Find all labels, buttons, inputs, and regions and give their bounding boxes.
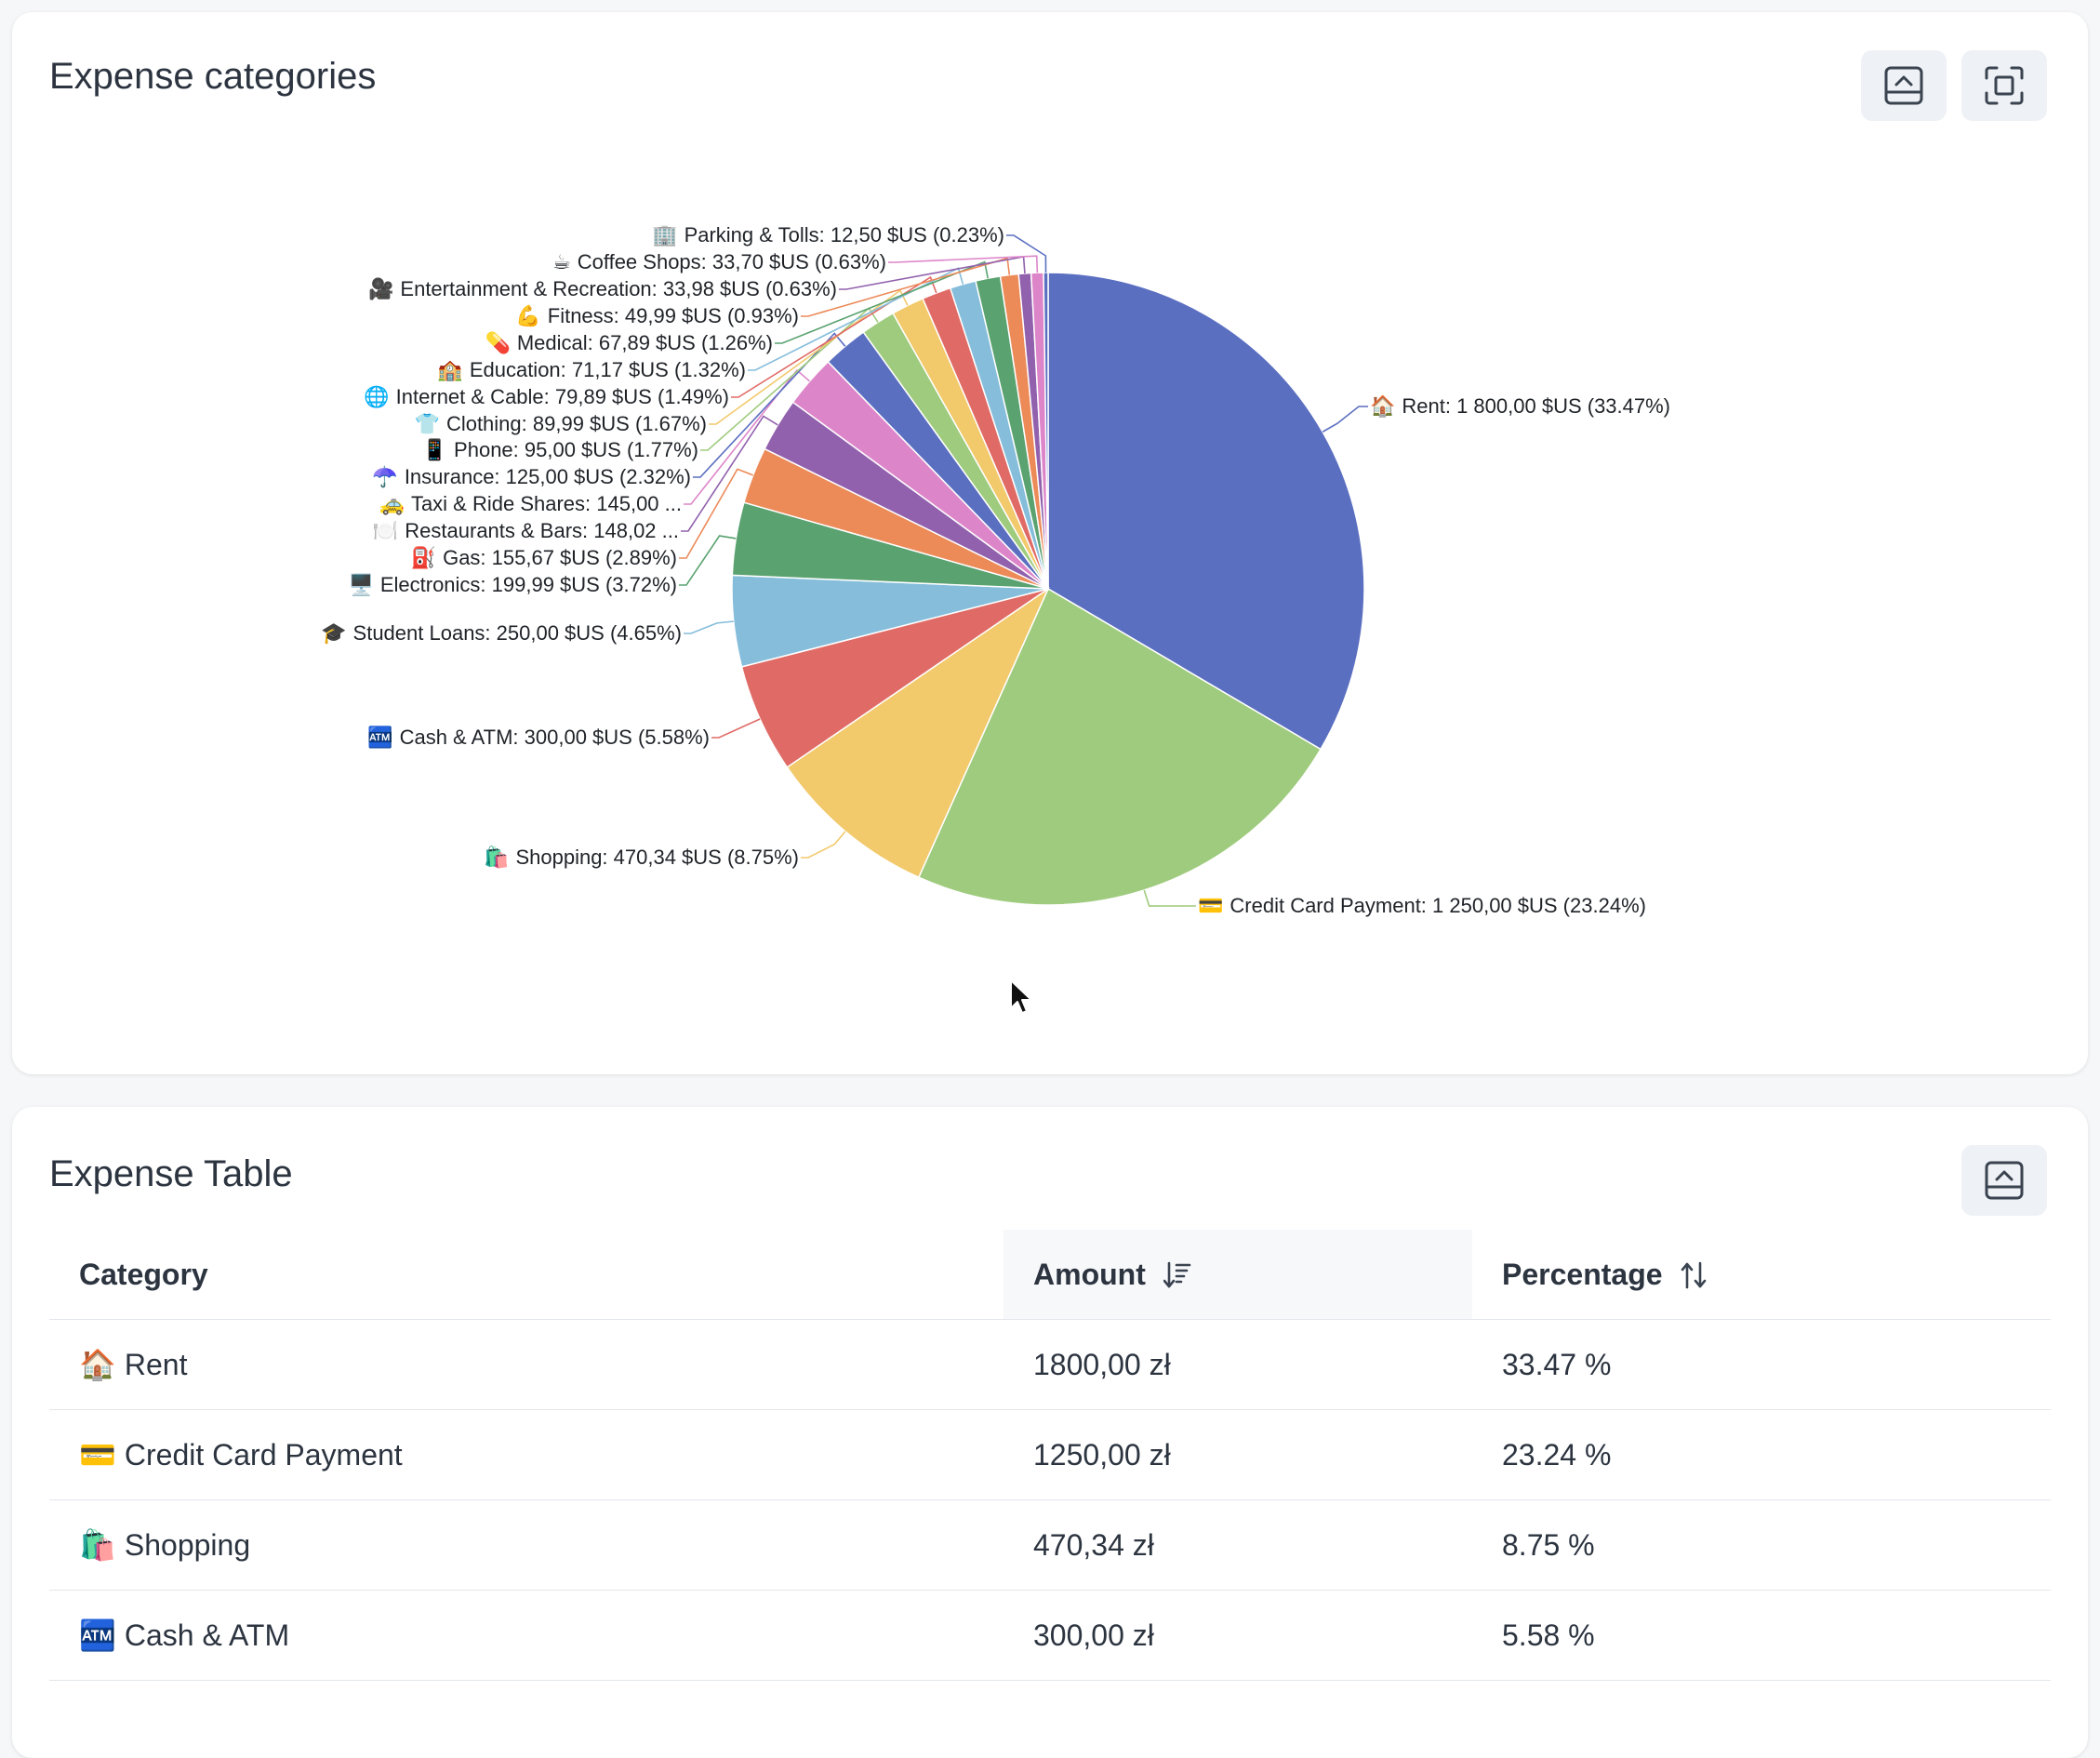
chart-card-title: Expense categories	[49, 56, 377, 97]
table-collapse-button[interactable]	[1961, 1145, 2047, 1216]
leader-line	[748, 267, 964, 371]
leader-line	[801, 831, 846, 859]
credit-card-icon: 💳	[79, 1437, 116, 1472]
pie-label: ☂️ Insurance: 125,00 $US (2.32%)	[372, 465, 691, 489]
category-name: Shopping	[124, 1528, 251, 1562]
category-cell: 🛍️ Shopping	[49, 1499, 1003, 1591]
category-header-label: Category	[79, 1257, 208, 1291]
leader-line	[681, 415, 778, 532]
percentage-cell: 33.47 %	[1472, 1319, 2051, 1410]
expense-table: Category Amount Percentage	[49, 1230, 2051, 1681]
leader-line	[700, 307, 879, 451]
pie-label: 📱 Phone: 95,00 $US (1.77%)	[422, 438, 698, 462]
table-row[interactable]: 🏧 Cash & ATM 300,00 zł 5.58 %	[49, 1590, 2051, 1681]
leader-line	[775, 260, 989, 344]
pie-label: 🛍️ Shopping: 470,34 $US (8.75%)	[484, 846, 799, 870]
collapse-panel-icon	[1884, 66, 1923, 105]
leader-line	[679, 535, 737, 586]
leader-line	[1322, 406, 1368, 433]
pie-slice-rent[interactable]	[1047, 272, 1365, 751]
leader-line	[693, 332, 846, 478]
amount-cell: 300,00 zł	[1003, 1590, 1472, 1681]
leader-line	[1143, 889, 1196, 907]
category-cell: 💳 Credit Card Payment	[49, 1409, 1003, 1500]
amount-cell: 1250,00 zł	[1003, 1409, 1472, 1500]
percentage-cell: 5.58 %	[1472, 1590, 2051, 1681]
column-header-category[interactable]: Category	[49, 1230, 1003, 1320]
pie-label: 👕 Clothing: 89,99 $US (1.67%)	[415, 412, 707, 436]
pie-label: 💳 Credit Card Payment: 1 250,00 $US (23.…	[1198, 894, 1646, 918]
chart-collapse-button[interactable]	[1861, 50, 1947, 121]
pie-label: ☕ Coffee Shops: 33,70 $US (0.63%)	[552, 250, 886, 274]
amount-cell: 1800,00 zł	[1003, 1319, 1472, 1410]
mouse-cursor-icon	[1010, 979, 1032, 1014]
pie-label: 🍽️ Restaurants & Bars: 148,02 ...	[373, 519, 679, 543]
expense-table-card: Expense Table Category Amount	[12, 1107, 2088, 1758]
pie-label: 🏫 Education: 71,17 $US (1.32%)	[437, 358, 746, 382]
percentage-header-label: Percentage	[1502, 1257, 1663, 1291]
pie-label: 🎓 Student Loans: 250,00 $US (4.65%)	[321, 621, 682, 646]
table-card-title: Expense Table	[49, 1153, 293, 1194]
pie-slice-credit-card-payment[interactable]	[917, 587, 1322, 906]
leader-line	[679, 468, 753, 559]
leader-line	[709, 289, 909, 425]
leader-line	[684, 368, 811, 505]
leader-line	[731, 275, 937, 398]
pie-label: 💪 Fitness: 49,99 $US (0.93%)	[515, 304, 799, 328]
pie-label: 🏠 Rent: 1 800,00 $US (33.47%)	[1370, 394, 1670, 419]
percentage-cell: 23.24 %	[1472, 1409, 2051, 1500]
pie-label: ⛽ Gas: 155,67 $US (2.89%)	[411, 546, 677, 570]
table-row[interactable]: 💳 Credit Card Payment 1250,00 zł 23.24 %	[49, 1409, 2051, 1500]
sort-descending-icon	[1163, 1261, 1191, 1287]
leader-line	[711, 718, 761, 739]
category-cell: 🏧 Cash & ATM	[49, 1590, 1003, 1681]
expense-categories-card: Expense categories 🏠 Rent: 1 800,00 $US …	[12, 12, 2088, 1074]
sort-toggle-icon	[1681, 1261, 1707, 1288]
shopping-bags-icon: 🛍️	[79, 1527, 116, 1563]
atm-icon: 🏧	[79, 1618, 116, 1653]
column-header-amount[interactable]: Amount	[1003, 1230, 1472, 1320]
pie-label: 🚕 Taxi & Ride Shares: 145,00 ...	[379, 492, 682, 516]
category-name: Rent	[124, 1348, 188, 1381]
pie-label: 🎥 Entertainment & Recreation: 33,98 $US …	[368, 277, 837, 301]
pie-label: 💊 Medical: 67,89 $US (1.26%)	[485, 330, 773, 355]
table-row[interactable]: 🏠 Rent 1800,00 zł 33.47 %	[49, 1319, 2051, 1410]
pie-label: 🌐 Internet & Cable: 79,89 $US (1.49%)	[364, 385, 729, 409]
amount-cell: 470,34 zł	[1003, 1499, 1472, 1591]
pie-label: 🏢 Parking & Tolls: 12,50 $US (0.23%)	[652, 223, 1004, 247]
leader-line	[839, 256, 1026, 290]
chart-fullscreen-button[interactable]	[1961, 50, 2047, 121]
table-row[interactable]: 🛍️ Shopping 470,34 zł 8.75 %	[49, 1499, 2051, 1591]
leader-line	[888, 255, 1039, 273]
category-name: Credit Card Payment	[124, 1438, 403, 1472]
pie-slice-shopping[interactable]	[786, 586, 1050, 879]
category-name: Cash & ATM	[124, 1618, 290, 1652]
percentage-cell: 8.75 %	[1472, 1499, 2051, 1591]
fullscreen-icon	[1985, 66, 2024, 105]
category-cell: 🏠 Rent	[49, 1319, 1003, 1410]
pie-label: 🖥️ Electronics: 199,99 $US (3.72%)	[348, 573, 677, 597]
house-icon: 🏠	[79, 1347, 116, 1382]
amount-header-label: Amount	[1033, 1257, 1146, 1291]
table-header-row: Category Amount Percentage	[49, 1230, 2051, 1320]
expense-pie-chart: 🏠 Rent: 1 800,00 $US (33.47%) 💳 Credit Ca…	[321, 223, 1670, 918]
collapse-panel-icon	[1985, 1161, 2024, 1200]
leader-line	[801, 257, 1011, 317]
column-header-percentage[interactable]: Percentage	[1472, 1230, 2051, 1320]
leader-line	[684, 620, 734, 634]
pie-label: 🏧 Cash & ATM: 300,00 $US (5.58%)	[367, 726, 710, 750]
leader-line	[1006, 234, 1047, 273]
